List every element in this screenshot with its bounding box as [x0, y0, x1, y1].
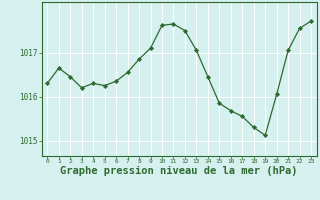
X-axis label: Graphe pression niveau de la mer (hPa): Graphe pression niveau de la mer (hPa) — [60, 166, 298, 176]
